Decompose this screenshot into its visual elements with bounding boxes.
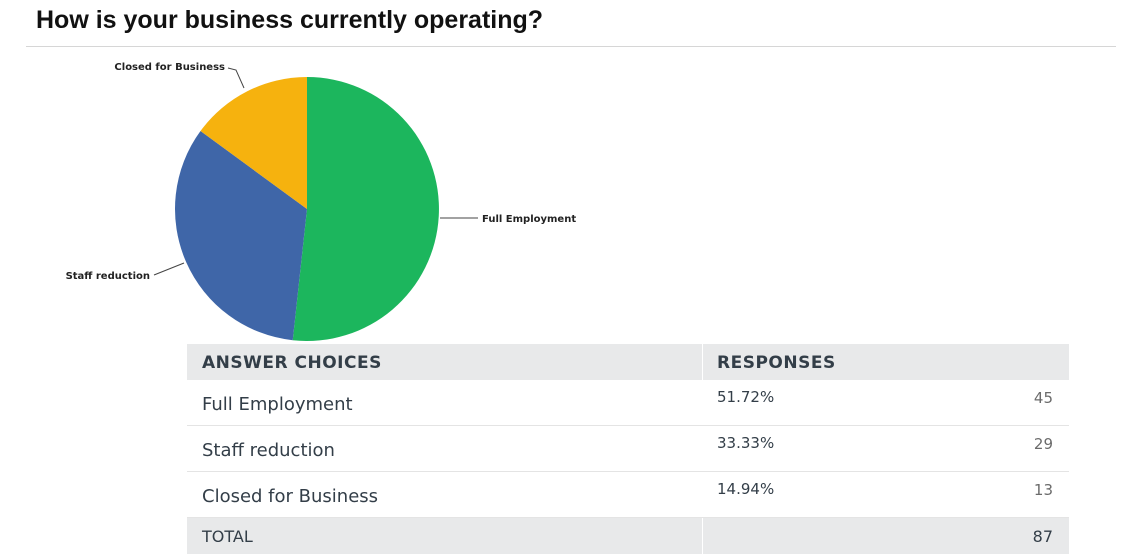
header-responses: RESPONSES: [717, 353, 836, 373]
pie-leader-line: [153, 262, 185, 276]
row-choice: Staff reduction: [202, 440, 335, 461]
table-total-row: TOTAL 87: [187, 518, 1069, 554]
pie-chart: Full Employment Staff reduction Closed for…: [66, 62, 576, 341]
row-count: 45: [1033, 389, 1053, 407]
pie-label-staff-reduction: Staff reduction: [66, 271, 150, 282]
pie-slice-staff-reduction: [175, 131, 307, 341]
header-answer-choices: ANSWER CHOICES: [202, 353, 382, 373]
column-divider: [702, 518, 703, 554]
responses-table: ANSWER CHOICES RESPONSES Full Employment…: [187, 344, 1069, 554]
chart-title: How is your business currently operating…: [36, 6, 544, 34]
title-divider: [26, 46, 1116, 47]
row-count: 13: [1033, 481, 1053, 499]
pie-leader-line: [227, 67, 245, 89]
table-header-row: ANSWER CHOICES RESPONSES: [187, 344, 1069, 380]
pie-slice-closed-for-business: [200, 77, 307, 209]
row-percent: 51.72%: [717, 388, 775, 406]
column-divider: [702, 344, 703, 380]
pie-label-full-employment: Full Employment: [482, 214, 576, 225]
pie-label-closed-for-business: Closed for Business: [114, 62, 225, 73]
row-percent: 14.94%: [717, 480, 775, 498]
pie-slice-full-employment: [292, 77, 439, 341]
total-label: TOTAL: [202, 527, 253, 546]
table-row: Staff reduction 33.33% 29: [187, 426, 1069, 472]
table-row: Closed for Business 14.94% 13: [187, 472, 1069, 518]
table-row: Full Employment 51.72% 45: [187, 380, 1069, 426]
row-choice: Closed for Business: [202, 486, 379, 507]
row-choice: Full Employment: [202, 394, 353, 415]
total-count: 87: [1032, 527, 1053, 546]
row-percent: 33.33%: [717, 434, 775, 452]
row-count: 29: [1033, 435, 1053, 453]
